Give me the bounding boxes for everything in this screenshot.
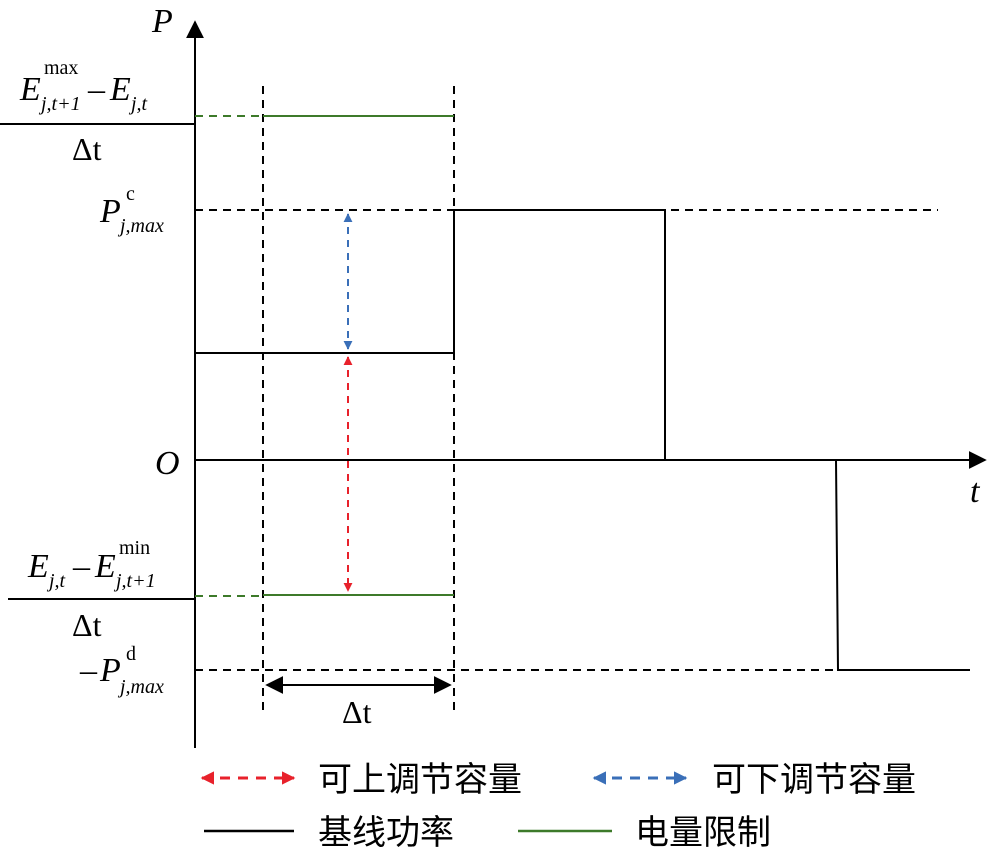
- legend-energy-limit-label: 电量限制: [635, 813, 771, 853]
- legend-up-capacity-label: 可上调节容量: [318, 760, 522, 800]
- pd-max-sub: j,max: [117, 676, 164, 698]
- pc-max-sup: c: [126, 183, 135, 205]
- y-axis-label: P: [151, 3, 173, 40]
- pc-max-sub: j,max: [117, 215, 164, 237]
- delta-t-interval-label: Δt: [342, 694, 372, 730]
- origin-label: O: [155, 445, 180, 482]
- pd-max-minus: –: [79, 652, 98, 689]
- legend-down-capacity-label: 可下调节容量: [712, 760, 916, 800]
- pd-max-sup: d: [126, 643, 136, 665]
- baseline-power-curve: [195, 209, 970, 671]
- legend-baseline-label: 基线功率: [318, 813, 454, 853]
- lower-energy-minus: –: [72, 548, 91, 585]
- lower-energy-E2-sup: min: [119, 537, 150, 559]
- upper-energy-E2: E: [109, 71, 131, 108]
- lower-energy-E1: E: [27, 548, 49, 585]
- upper-energy-E1-sup: max: [44, 57, 78, 79]
- upper-energy-minus: –: [87, 71, 106, 108]
- upper-energy-denominator: Δt: [72, 131, 102, 167]
- lower-energy-E2: E: [94, 548, 116, 585]
- upper-energy-E2-sub: j,t: [128, 93, 148, 115]
- legend: 可上调节容量 可下调节容量 基线功率 电量限制: [200, 760, 916, 853]
- lower-energy-E2-sub: j,t+1: [113, 570, 156, 592]
- upper-energy-E1-sub: j,t+1: [38, 93, 81, 115]
- pd-max-P: P: [99, 652, 121, 689]
- lower-energy-E1-sub: j,t: [46, 570, 66, 592]
- upper-energy-E1: E: [19, 71, 41, 108]
- x-axis-label: t: [970, 473, 981, 510]
- lower-energy-denominator: Δt: [72, 607, 102, 643]
- pc-max-P: P: [99, 193, 121, 230]
